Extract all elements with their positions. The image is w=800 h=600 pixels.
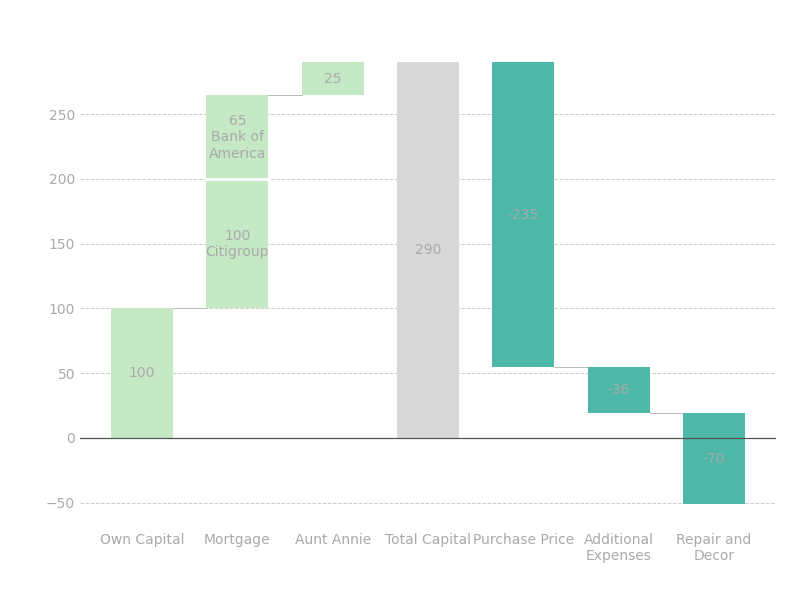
Bar (683, 413, 745, 504)
Bar (397, 62, 459, 438)
Bar (206, 179, 268, 308)
Bar (111, 308, 173, 438)
Text: 65
Bank of
America: 65 Bank of America (209, 114, 266, 161)
Text: 100
Citigroup: 100 Citigroup (206, 229, 269, 259)
Text: 290: 290 (415, 243, 441, 257)
Bar (206, 95, 268, 179)
Text: 100: 100 (129, 366, 155, 380)
Bar (492, 62, 554, 367)
Text: -36: -36 (607, 383, 630, 397)
Text: 25: 25 (324, 72, 342, 86)
Text: -70: -70 (703, 452, 726, 466)
Bar (302, 62, 364, 95)
Bar (588, 367, 650, 413)
Text: -235: -235 (508, 208, 539, 222)
